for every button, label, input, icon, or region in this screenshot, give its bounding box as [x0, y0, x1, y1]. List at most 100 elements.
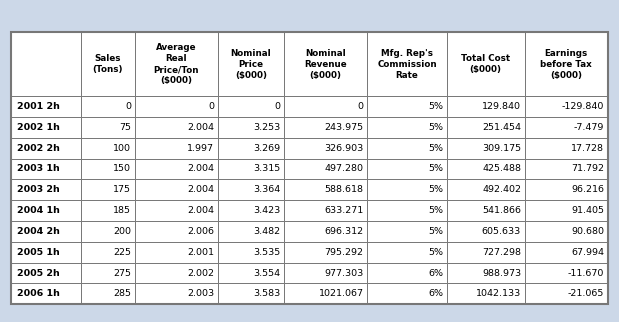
Text: 309.175: 309.175	[482, 144, 521, 153]
Bar	[447, 263, 524, 283]
Bar	[447, 242, 524, 263]
Bar	[80, 117, 135, 138]
Text: 588.618: 588.618	[324, 185, 363, 194]
Bar	[218, 283, 284, 304]
Bar	[135, 200, 218, 221]
Text: 71.792: 71.792	[571, 165, 604, 174]
Text: Mfg. Rep's
Commission
Rate: Mfg. Rep's Commission Rate	[377, 49, 437, 80]
Bar	[135, 179, 218, 200]
Text: 3.253: 3.253	[253, 123, 280, 132]
Text: 977.303: 977.303	[324, 269, 363, 278]
Text: 96.216: 96.216	[571, 185, 604, 194]
Bar	[284, 117, 367, 138]
Text: 5%: 5%	[428, 102, 443, 111]
Text: 3.315: 3.315	[253, 165, 280, 174]
Text: 75: 75	[119, 123, 131, 132]
Text: Nominal
Price
($000): Nominal Price ($000)	[230, 49, 271, 80]
Text: 3.583: 3.583	[253, 289, 280, 298]
Text: 2004 2h: 2004 2h	[17, 227, 59, 236]
Bar	[80, 263, 135, 283]
Bar	[218, 138, 284, 159]
Text: 425.488: 425.488	[482, 165, 521, 174]
Bar	[80, 32, 135, 96]
Bar	[447, 159, 524, 179]
Text: 2003 1h: 2003 1h	[17, 165, 59, 174]
Bar	[367, 283, 447, 304]
Bar	[218, 200, 284, 221]
Bar	[284, 242, 367, 263]
Text: 3.535: 3.535	[253, 248, 280, 257]
Text: 5%: 5%	[428, 248, 443, 257]
Text: 5%: 5%	[428, 227, 443, 236]
Text: 2.003: 2.003	[187, 289, 214, 298]
Text: 0: 0	[358, 102, 363, 111]
Bar	[11, 242, 80, 263]
Text: -21.065: -21.065	[568, 289, 604, 298]
Text: 100: 100	[113, 144, 131, 153]
Text: 795.292: 795.292	[324, 248, 363, 257]
Bar	[11, 32, 608, 304]
Text: 2002 2h: 2002 2h	[17, 144, 59, 153]
Text: 3.554: 3.554	[253, 269, 280, 278]
Bar	[135, 138, 218, 159]
Bar	[218, 117, 284, 138]
Bar	[80, 96, 135, 117]
Text: -129.840: -129.840	[562, 102, 604, 111]
Text: 251.454: 251.454	[482, 123, 521, 132]
Text: 129.840: 129.840	[482, 102, 521, 111]
Text: 90.680: 90.680	[571, 227, 604, 236]
Bar	[11, 138, 80, 159]
Text: 0: 0	[125, 102, 131, 111]
Bar	[135, 283, 218, 304]
Bar	[524, 179, 608, 200]
Text: 2001 2h: 2001 2h	[17, 102, 59, 111]
Text: 67.994: 67.994	[571, 248, 604, 257]
Text: 2.002: 2.002	[188, 269, 214, 278]
Text: 605.633: 605.633	[482, 227, 521, 236]
Bar	[284, 200, 367, 221]
Bar	[524, 159, 608, 179]
Bar	[80, 179, 135, 200]
Bar	[524, 263, 608, 283]
Bar	[284, 159, 367, 179]
Bar	[218, 263, 284, 283]
Bar	[80, 200, 135, 221]
Text: 696.312: 696.312	[324, 227, 363, 236]
Bar	[80, 242, 135, 263]
Text: 185: 185	[113, 206, 131, 215]
Bar	[367, 96, 447, 117]
Bar	[367, 159, 447, 179]
Bar	[367, 200, 447, 221]
Text: 6%: 6%	[428, 269, 443, 278]
Text: 326.903: 326.903	[324, 144, 363, 153]
Bar	[135, 242, 218, 263]
Bar	[447, 221, 524, 242]
Bar	[135, 159, 218, 179]
Bar	[524, 242, 608, 263]
Text: 0: 0	[274, 102, 280, 111]
Text: Nominal
Revenue
($000): Nominal Revenue ($000)	[304, 49, 347, 80]
Text: 2.004: 2.004	[188, 206, 214, 215]
Bar	[218, 179, 284, 200]
Bar	[11, 96, 80, 117]
Text: -7.479: -7.479	[574, 123, 604, 132]
Bar	[284, 263, 367, 283]
Text: 3.423: 3.423	[253, 206, 280, 215]
Bar	[218, 242, 284, 263]
Bar	[447, 138, 524, 159]
Text: 6%: 6%	[428, 289, 443, 298]
Text: 3.482: 3.482	[253, 227, 280, 236]
Bar	[447, 32, 524, 96]
Bar	[218, 221, 284, 242]
Text: 1042.133: 1042.133	[476, 289, 521, 298]
Bar	[367, 221, 447, 242]
Text: 2005 1h: 2005 1h	[17, 248, 59, 257]
Bar	[284, 32, 367, 96]
Text: 17.728: 17.728	[571, 144, 604, 153]
Bar	[135, 32, 218, 96]
Text: 2.006: 2.006	[188, 227, 214, 236]
Bar	[11, 283, 80, 304]
Bar	[11, 221, 80, 242]
Text: 225: 225	[113, 248, 131, 257]
Text: 727.298: 727.298	[482, 248, 521, 257]
